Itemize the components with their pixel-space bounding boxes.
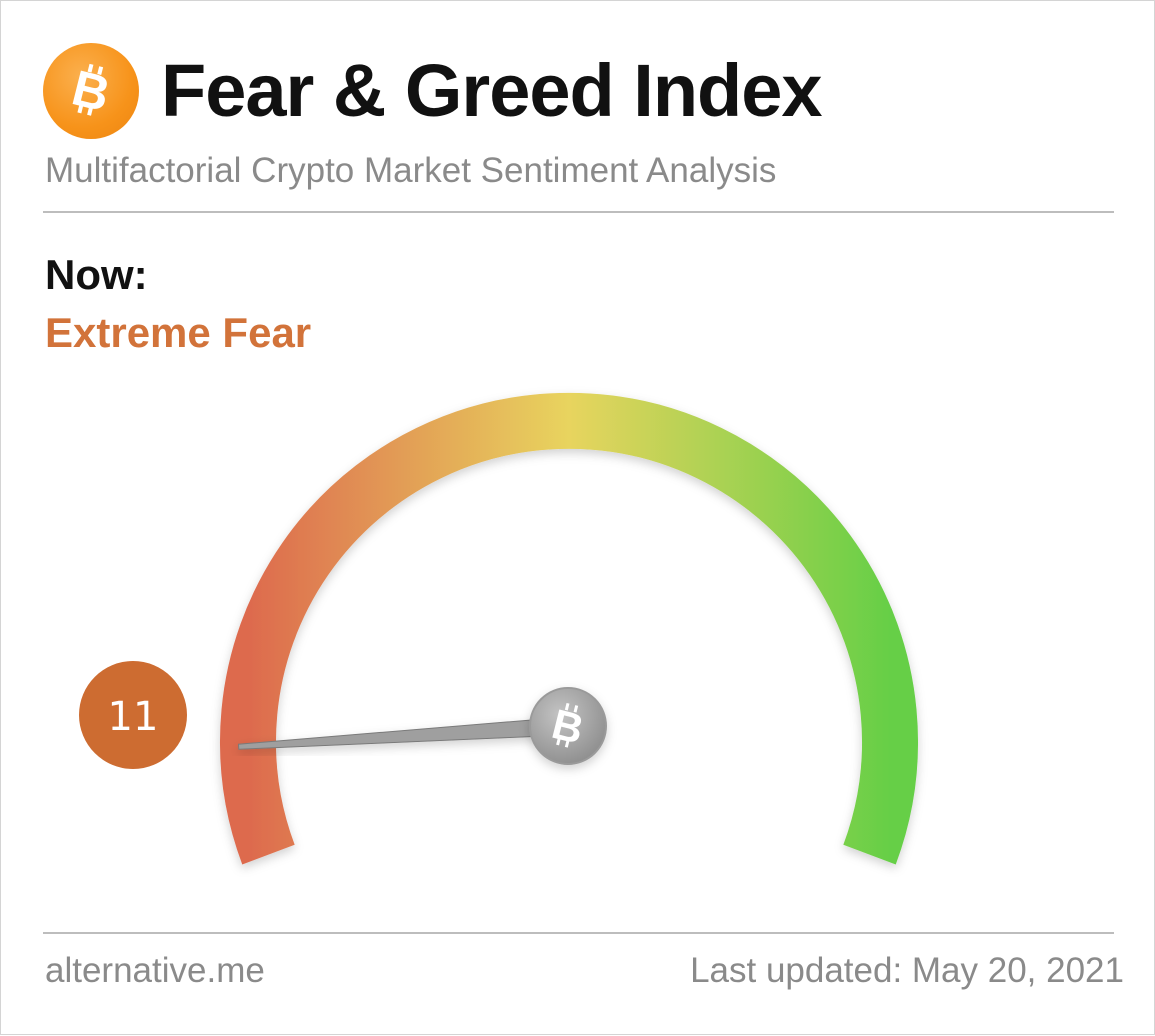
last-updated: Last updated: May 20, 2021 bbox=[690, 951, 1124, 990]
page-subtitle: Multifactorial Crypto Market Sentiment A… bbox=[45, 151, 777, 190]
gauge-needle bbox=[237, 716, 570, 750]
source-link[interactable]: alternative.me bbox=[45, 951, 265, 990]
page-title: Fear & Greed Index bbox=[161, 49, 823, 132]
now-label: Now: bbox=[45, 251, 148, 298]
needle-hub: B bbox=[529, 687, 607, 765]
bitcoin-icon: B bbox=[43, 43, 139, 139]
sentiment-classification: Extreme Fear bbox=[45, 309, 312, 356]
gauge-arc bbox=[220, 392, 918, 865]
value-badge-text: 11 bbox=[108, 694, 159, 740]
value-badge bbox=[79, 661, 187, 769]
bottom-divider bbox=[43, 932, 1114, 934]
top-divider bbox=[43, 211, 1114, 213]
